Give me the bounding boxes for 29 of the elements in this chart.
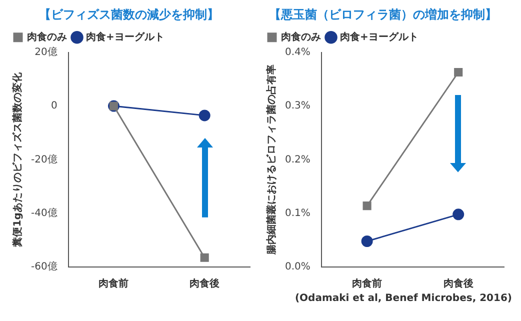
y-tick-label: 0.1%	[285, 208, 310, 219]
legend-label: 肉食+ヨーグルト	[86, 30, 164, 43]
y-axis-title: 腸内細菌叢におけるビロフィラ菌の占有率	[266, 64, 278, 256]
chart-title: 【ビフィズス菌数の減少を抑制】	[39, 7, 219, 22]
point	[362, 202, 372, 210]
legend-label: 肉食のみ	[281, 30, 321, 43]
point	[452, 208, 464, 220]
y-tick-label: -40億	[30, 206, 58, 219]
y-tick-label: 0.4%	[285, 46, 310, 58]
point	[361, 236, 373, 247]
chart-title: 【悪玉菌（ビロフィラ菌）の増加を抑制】	[269, 7, 497, 22]
y-tick-label: -60億	[30, 260, 58, 273]
y-tick-label: 20億	[34, 46, 58, 58]
x-tick-label: 肉食後	[190, 278, 220, 290]
legend-label: 肉食のみ	[27, 30, 67, 43]
point	[198, 110, 210, 122]
x-tick-label: 肉食前	[352, 278, 382, 290]
y-tick-label: 0	[50, 100, 58, 112]
y-tick-label: -20億	[30, 153, 58, 166]
x-tick-label: 肉食前	[98, 278, 129, 290]
x-tick-label: 肉食後	[443, 278, 474, 290]
text: (Odamaki et al, Benef Microbes, 2016)	[294, 293, 512, 304]
y-tick-label: 0.2%	[285, 154, 310, 166]
y-tick-label: 0.3%	[285, 100, 310, 112]
point	[454, 68, 463, 77]
y-tick-label: 0.0%	[285, 262, 310, 273]
legend-label: 肉食+ヨーグルト	[340, 30, 418, 43]
y-axis-title: 糞便1gあたりのビフィズス菌数の変化	[12, 72, 24, 248]
point	[200, 253, 209, 262]
